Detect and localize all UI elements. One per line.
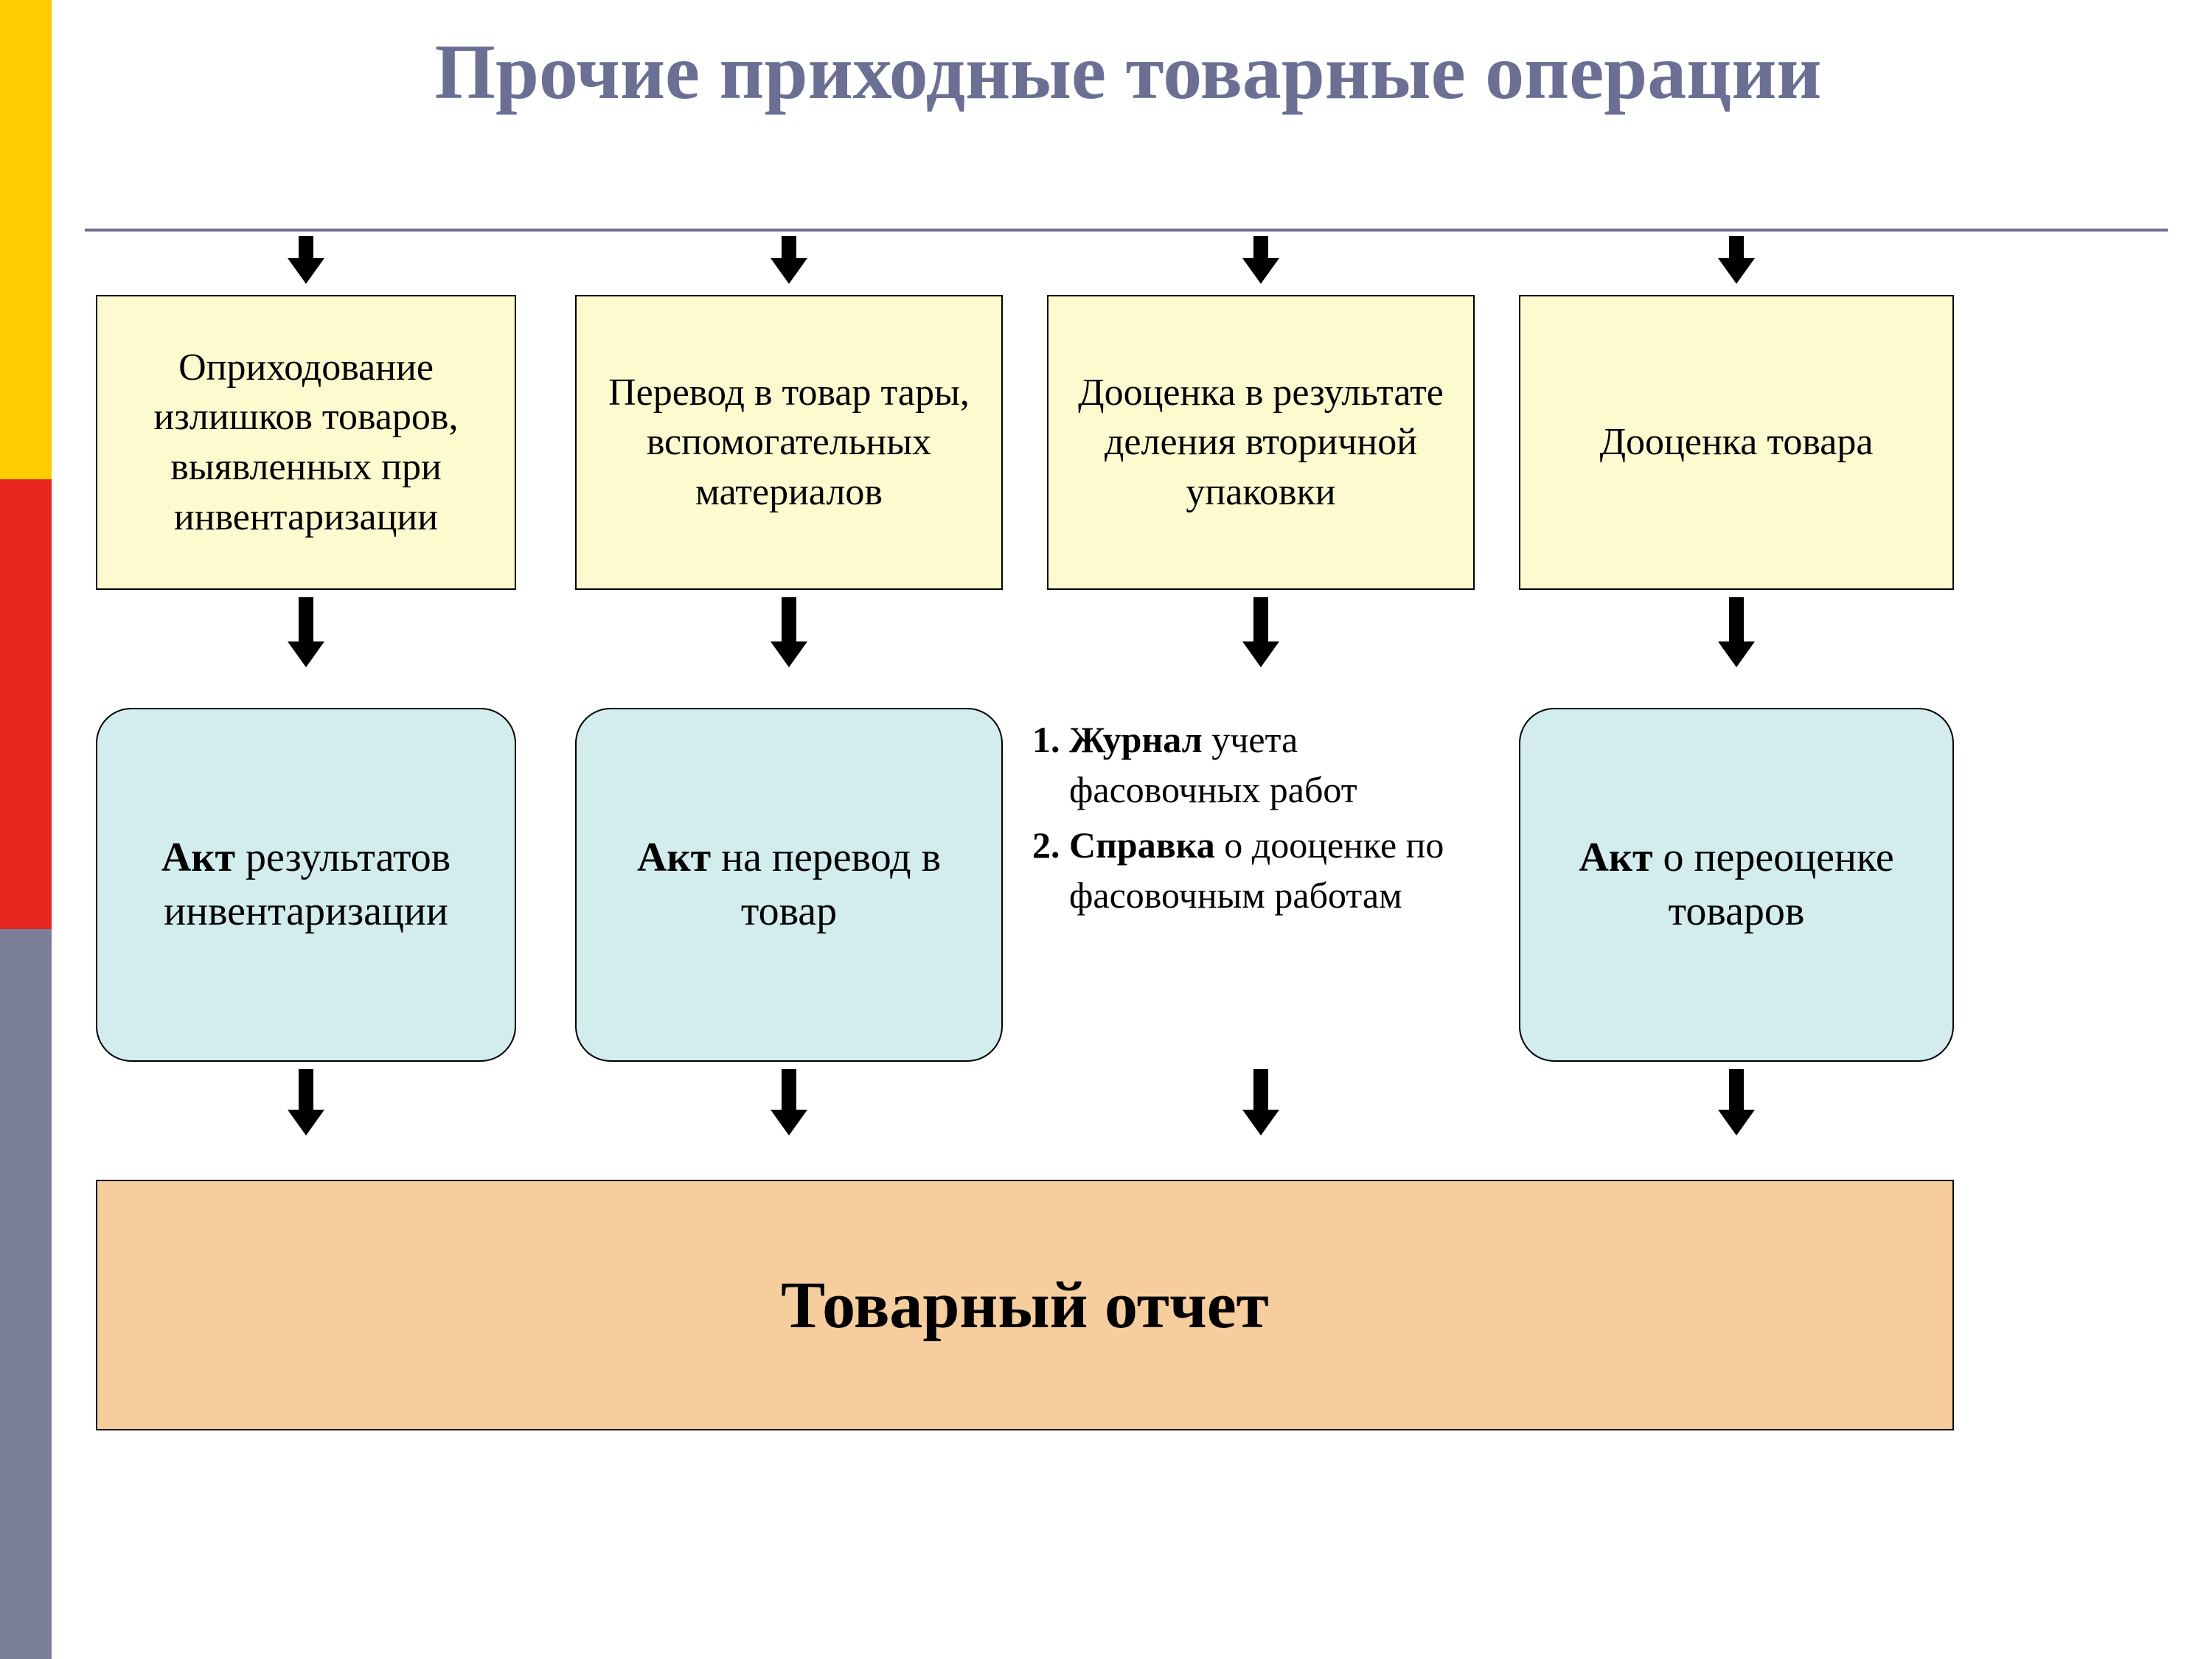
top-box-4-text: Дооценка товара	[1600, 417, 1874, 467]
top-box-1: Оприходование излишков товаров, выявленн…	[96, 295, 516, 590]
arrow-down-icon	[299, 1069, 313, 1110]
mid-box-4: Акт о переоценке товаров	[1519, 708, 1954, 1062]
sidebar-red	[0, 479, 52, 929]
arrow-down-icon	[1718, 641, 1755, 667]
arrow-down-icon	[299, 236, 313, 258]
bottom-box-text: Товарный отчет	[781, 1267, 1269, 1343]
mid-box-2: Акт на перевод в товар	[575, 708, 1003, 1062]
title-underline	[85, 229, 2168, 232]
arrow-down-icon	[771, 641, 807, 667]
arrow-down-icon	[1242, 1110, 1279, 1135]
sidebar-yellow	[0, 0, 52, 479]
arrow-down-icon	[1253, 236, 1268, 258]
arrow-down-icon	[1242, 641, 1279, 667]
arrow-down-icon	[299, 597, 313, 641]
arrow-down-icon	[1729, 1069, 1744, 1110]
arrow-down-icon	[771, 1110, 807, 1135]
top-box-3-text: Дооценка в результате деления вторичной …	[1063, 368, 1458, 518]
arrow-down-icon	[288, 258, 324, 284]
list-item: Справка о дооценке по фасовочным работам	[1069, 821, 1493, 920]
mid-box-1: Акт результатов инвентаризации	[96, 708, 516, 1062]
top-box-2: Перевод в товар тары, вспомогательных ма…	[575, 295, 1003, 590]
arrow-down-icon	[782, 236, 796, 258]
arrow-down-icon	[1242, 258, 1279, 284]
arrow-down-icon	[1729, 236, 1744, 258]
bottom-box: Товарный отчет	[96, 1180, 1954, 1430]
arrow-down-icon	[771, 258, 807, 284]
top-box-2-text: Перевод в товар тары, вспомогательных ма…	[591, 368, 987, 518]
top-box-4: Дооценка товара	[1519, 295, 1954, 590]
mid-box-2-text: Акт на перевод в товар	[599, 831, 979, 939]
arrow-down-icon	[782, 1069, 796, 1110]
mid-box-4-text: Акт о переоценке товаров	[1543, 831, 1930, 939]
arrow-down-icon	[288, 641, 324, 667]
arrow-down-icon	[1729, 597, 1744, 641]
arrow-down-icon	[1718, 1110, 1755, 1135]
sidebar-gray	[0, 929, 52, 1659]
mid-list-3: Журнал учета фасовочных работ Справка о …	[1029, 715, 1493, 926]
arrow-down-icon	[1718, 258, 1755, 284]
list-item: Журнал учета фасовочных работ	[1069, 715, 1493, 815]
top-box-3: Дооценка в результате деления вторичной …	[1047, 295, 1475, 590]
top-box-1-text: Оприходование излишков товаров, выявленн…	[112, 343, 500, 542]
arrow-down-icon	[782, 597, 796, 641]
mid-box-1-text: Акт результатов инвентаризации	[119, 831, 493, 939]
page-title: Прочие приходные товарные операции	[88, 29, 2168, 116]
arrow-down-icon	[288, 1110, 324, 1135]
arrow-down-icon	[1253, 1069, 1268, 1110]
arrow-down-icon	[1253, 597, 1268, 641]
